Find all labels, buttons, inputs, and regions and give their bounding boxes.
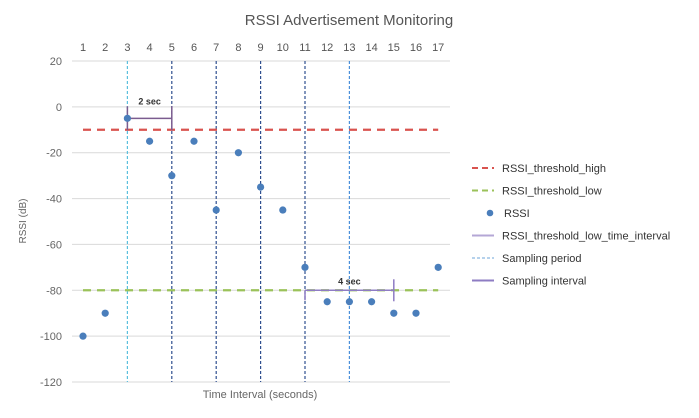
legend-label: RSSI_threshold_low	[502, 186, 602, 198]
y-tick-label: -120	[40, 377, 62, 389]
x-axis-label: Time Interval (seconds)	[203, 389, 318, 401]
rssi-point	[279, 206, 287, 214]
legend-label: RSSI	[504, 208, 530, 220]
x-tick-label: 2	[102, 42, 108, 54]
x-tick-label: 7	[213, 42, 219, 54]
y-tick-label: -40	[46, 194, 62, 206]
rssi-point	[323, 298, 331, 306]
rssi-point	[345, 298, 353, 306]
rssi-point	[190, 137, 198, 145]
x-tick-label: 14	[365, 42, 377, 54]
x-tick-label: 10	[277, 42, 289, 54]
y-tick-label: 20	[50, 56, 62, 68]
x-tick-label: 3	[124, 42, 130, 54]
x-tick-label: 13	[343, 42, 355, 54]
legend-label: RSSI_threshold_low_time_interval	[502, 231, 670, 243]
legend-label: Sampling period	[502, 253, 582, 265]
rssi-point	[123, 114, 131, 122]
annotation-label: 4 sec	[338, 276, 361, 286]
x-tick-label: 11	[299, 42, 310, 54]
x-tick-label: 12	[321, 42, 333, 54]
x-tick-label: 16	[410, 42, 422, 54]
rssi-point	[212, 206, 220, 214]
x-tick-label: 1	[80, 42, 86, 54]
y-tick-label: -100	[40, 331, 62, 343]
x-tick-label: 9	[258, 42, 264, 54]
x-tick-label: 6	[191, 42, 197, 54]
legend-label: Sampling interval	[502, 276, 586, 288]
x-tick-label: 5	[169, 42, 175, 54]
x-tick-label: 8	[235, 42, 241, 54]
rssi-point	[79, 332, 87, 340]
x-tick-label: 17	[432, 42, 444, 54]
rssi-point	[390, 309, 398, 317]
rssi-point	[412, 309, 420, 317]
y-tick-label: -20	[46, 148, 62, 160]
rssi-point	[168, 172, 176, 180]
legend-marker	[486, 209, 494, 217]
rssi-point	[234, 149, 242, 157]
y-tick-label: -60	[46, 239, 62, 251]
rssi-point	[146, 137, 154, 145]
annotation-label: 2 sec	[138, 96, 161, 106]
legend-label: RSSI_threshold_high	[502, 163, 606, 175]
y-tick-label: 0	[56, 102, 62, 114]
x-tick-label: 15	[388, 42, 400, 54]
y-tick-label: -80	[46, 285, 62, 297]
chart-title: RSSI Advertisement Monitoring	[245, 12, 453, 29]
rssi-point	[301, 263, 309, 271]
rssi-point	[257, 183, 265, 191]
rssi-point	[434, 263, 442, 271]
x-tick-label: 4	[147, 42, 153, 54]
rssi-point	[101, 309, 109, 317]
y-axis-label: RSSI (dB)	[18, 198, 29, 243]
rssi-point	[368, 298, 376, 306]
